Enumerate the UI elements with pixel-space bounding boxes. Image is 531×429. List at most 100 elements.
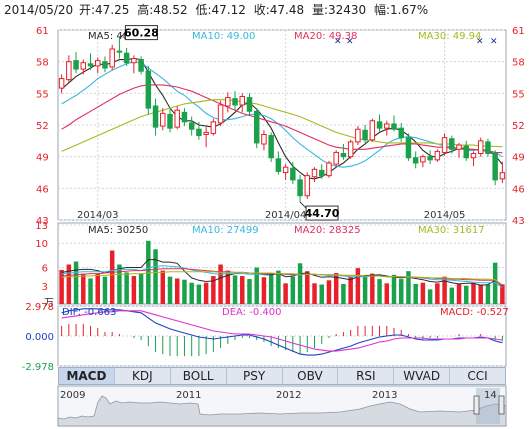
candle-body — [196, 128, 202, 137]
candle-body — [145, 70, 152, 109]
candle-body — [420, 156, 426, 163]
volume-bar — [370, 273, 375, 304]
tab-wvad[interactable]: WVAD — [394, 368, 451, 384]
candle — [188, 116, 195, 136]
header-close: 47.48 — [270, 3, 304, 17]
price-x-tick: 2014/05 — [424, 210, 466, 221]
candle — [347, 139, 354, 159]
volume-bar — [66, 264, 72, 304]
volume-legend-item: MA20: 28325 — [294, 225, 361, 236]
price-ma20-line — [61, 84, 503, 154]
candle — [102, 56, 108, 73]
price-tick-left: 49 — [36, 153, 49, 164]
candle-body — [384, 123, 390, 129]
price-x-tick: 2014/03 — [77, 210, 119, 221]
volume-ma5-line — [61, 259, 503, 287]
low-label-box — [305, 205, 339, 221]
macd-dea-line — [61, 310, 503, 352]
macd-legend: DIF: -0.663 DEA: -0.400 MACD: -0.527 — [62, 307, 509, 318]
candle — [58, 74, 65, 94]
volume-tick: 13 — [35, 221, 48, 232]
overview-left-handle[interactable] — [473, 395, 480, 415]
volume-bar — [456, 283, 462, 304]
candle — [145, 65, 152, 115]
candle-body — [66, 61, 72, 81]
price-tick-left: 46 — [36, 184, 49, 195]
overview-selection[interactable] — [476, 388, 500, 424]
tab-psy[interactable]: PSY — [227, 368, 283, 384]
tab-cci[interactable]: CCI — [467, 369, 488, 383]
candle-body — [181, 111, 188, 123]
price-ma30-line — [61, 99, 503, 152]
volume-bar — [442, 276, 447, 304]
signal-marker-icon: ✕ — [334, 37, 342, 47]
candle — [109, 44, 115, 71]
price-x-tick: 2014/04 — [265, 210, 307, 221]
candle — [275, 151, 282, 175]
candle — [239, 93, 245, 113]
tab-obv[interactable]: OBV — [283, 368, 339, 384]
candle — [232, 91, 238, 111]
tab-rsi[interactable]: RSI — [338, 368, 395, 384]
candle — [167, 109, 173, 133]
volume-bar — [131, 276, 137, 304]
volume-bar — [117, 264, 122, 304]
candle — [434, 149, 441, 162]
candle-body — [311, 168, 318, 178]
high-pointer — [119, 33, 126, 39]
volume-bar — [102, 276, 108, 304]
volume-unit: 万 — [44, 298, 54, 309]
volume-bar — [384, 283, 390, 304]
tab-boll[interactable]: BOLL — [171, 368, 227, 384]
indicator-tabs: MACD KDJ BOLL PSY OBV RSI WVAD CCI — [58, 367, 506, 385]
candle-body — [58, 78, 65, 89]
macd-legend-value: MACD: -0.527 — [440, 307, 509, 318]
candle — [116, 37, 123, 59]
volume-bar — [268, 273, 274, 304]
volume-bar — [341, 283, 346, 304]
candle — [311, 167, 318, 182]
header-volume: 32430 — [328, 3, 366, 17]
candle-body — [492, 153, 498, 181]
candle — [355, 126, 361, 146]
candle-body — [95, 60, 101, 67]
candle-body — [434, 150, 441, 161]
high-label-box — [124, 25, 158, 41]
price-legend-item: MA5: 48.27 — [88, 31, 145, 42]
header-low-label: 低: — [195, 3, 211, 17]
price-tick-right: 58 — [512, 58, 525, 69]
candle-body — [232, 98, 238, 106]
price-tick-right: 43 — [512, 216, 525, 227]
volume-bar — [478, 284, 483, 304]
tab-macd[interactable]: MACD — [59, 368, 115, 384]
candle-body — [326, 162, 332, 177]
volume-bar — [398, 279, 404, 304]
candle — [304, 172, 311, 199]
volume-bar — [290, 276, 296, 304]
candle-body — [449, 138, 455, 150]
high-label: 60.28 — [124, 27, 159, 40]
candle-body — [391, 123, 397, 130]
candle — [499, 161, 506, 184]
volume-bar — [355, 268, 361, 304]
overview-navigator[interactable]: 2009 2011 2012 2013 14 — [57, 385, 507, 427]
candle-body — [160, 112, 166, 127]
candle-body — [456, 144, 462, 150]
price-tick-left: 52 — [36, 121, 49, 132]
tab-kdj[interactable]: KDJ — [115, 368, 171, 384]
candle-body — [80, 62, 87, 70]
volume-bar — [189, 282, 194, 304]
price-tick-right: 49 — [512, 153, 525, 164]
signal-markers: ✕ ✕ ✕ ✕ — [334, 37, 498, 47]
candle-body — [217, 104, 224, 124]
candle-body — [485, 141, 491, 154]
candle-body — [261, 134, 267, 145]
overview-right-handle[interactable] — [498, 395, 505, 415]
dif-legend: DIF: -0.663 — [62, 307, 116, 318]
candle — [131, 55, 137, 74]
volume-bar — [138, 273, 144, 304]
header-info: 2014/05/20 开:47.25 高:48.52 低:47.12 收:47.… — [4, 2, 428, 17]
volume-bar — [406, 271, 411, 304]
candle — [485, 138, 491, 157]
